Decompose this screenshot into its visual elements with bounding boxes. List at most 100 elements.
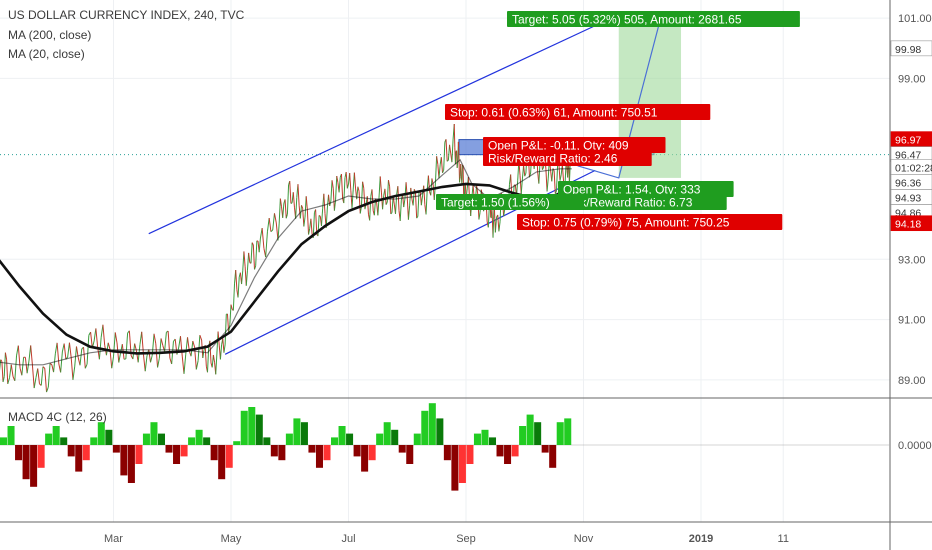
x-tick-label: 11 — [778, 533, 789, 545]
macd-bar — [218, 445, 226, 480]
price-candle — [434, 156, 438, 183]
price-candle — [478, 212, 481, 220]
price-candle — [545, 169, 548, 192]
price-candle — [301, 205, 304, 209]
macd-bar — [240, 410, 248, 445]
price-candle — [9, 364, 12, 378]
price-candle — [290, 202, 293, 204]
projection-path — [577, 20, 661, 179]
price-candle — [308, 228, 311, 235]
price-candle — [31, 364, 35, 389]
macd-bar — [157, 433, 166, 445]
price-candle — [345, 172, 348, 189]
price-candle — [340, 174, 344, 199]
macd-legend: MACD 4C (12, 26) — [8, 410, 107, 424]
price-tag-text-7: 94.18 — [895, 219, 921, 231]
price-tag-text-5: 94.93 — [895, 192, 921, 204]
price-candle — [349, 173, 352, 191]
price-candle — [310, 218, 313, 234]
macd-bar — [398, 445, 406, 453]
price-candle — [278, 198, 281, 224]
macd-bar — [150, 422, 158, 445]
price-candle — [46, 387, 49, 393]
price-candle — [351, 189, 354, 209]
price-candle — [315, 209, 318, 235]
price-candle — [28, 345, 32, 362]
price-candle — [95, 328, 99, 348]
price-candle — [366, 196, 369, 215]
price-candle — [440, 157, 443, 173]
price-candle — [84, 364, 88, 369]
price-candle — [215, 353, 218, 375]
macd-bar — [135, 445, 143, 464]
macd-bar — [270, 445, 278, 457]
price-candle — [451, 139, 454, 163]
price-candle — [420, 195, 424, 206]
price-candle — [10, 364, 14, 377]
price-candle — [559, 174, 562, 181]
price-tag-text-2: 96.47 — [895, 150, 921, 162]
price-candle — [382, 195, 385, 210]
price-candle — [541, 167, 544, 170]
macd-bar — [300, 422, 308, 445]
price-candle — [229, 304, 232, 325]
macd-bar — [383, 422, 391, 445]
macd-bar — [391, 429, 399, 445]
price-candle — [359, 206, 362, 214]
macd-bar — [37, 445, 45, 468]
price-candle — [407, 205, 411, 220]
price-candle — [436, 156, 439, 165]
price-candle — [335, 176, 338, 200]
price-candle — [438, 164, 441, 179]
macd-bar — [466, 445, 474, 464]
price-candle — [357, 186, 360, 192]
price-candle — [330, 180, 333, 202]
macd-bar — [97, 422, 105, 445]
macd-bar — [406, 445, 414, 464]
price-candle — [405, 182, 408, 198]
price-candle — [442, 169, 445, 174]
price-candle — [232, 283, 236, 311]
price-candle — [158, 338, 162, 359]
macd-bar — [331, 437, 339, 445]
price-candle — [423, 185, 426, 205]
price-candle — [328, 194, 331, 206]
macd-bar — [451, 445, 459, 491]
macd-bar — [173, 445, 181, 464]
price-candle — [49, 363, 53, 366]
x-tick-label: 2019 — [689, 533, 713, 545]
macd-bar — [75, 445, 83, 472]
price-candle — [353, 172, 357, 189]
price-candle — [125, 333, 129, 359]
price-candle — [40, 366, 44, 386]
price-candle — [216, 331, 219, 354]
price-candle — [320, 208, 324, 226]
macd-bar — [564, 418, 572, 445]
price-candle — [389, 186, 392, 214]
price-candle — [295, 197, 298, 219]
price-candle — [551, 168, 554, 182]
price-candle — [37, 368, 40, 384]
price-candle — [109, 349, 113, 369]
price-candle — [285, 214, 288, 219]
price-candle — [222, 338, 225, 353]
macd-bar — [541, 445, 549, 453]
price-candle — [425, 189, 428, 215]
price-candle — [268, 217, 272, 232]
price-candle — [343, 177, 346, 204]
y-tick-label: 99.00 — [898, 73, 926, 85]
price-candle — [387, 180, 391, 187]
price-candle — [503, 209, 506, 217]
price-candle — [102, 324, 106, 346]
macd-bar — [421, 410, 429, 445]
price-candle — [524, 172, 527, 177]
price-candle — [333, 199, 337, 211]
annotation-target-6: Target: 1.50 (1.56%) — [436, 194, 584, 210]
price-candle — [63, 343, 67, 360]
price-candle — [523, 165, 526, 177]
macd-bar — [376, 433, 384, 445]
price-candle — [338, 177, 341, 193]
annotation-text-3: Risk/Reward Ratio: 2.46 — [488, 152, 618, 166]
price-candle — [107, 342, 111, 350]
